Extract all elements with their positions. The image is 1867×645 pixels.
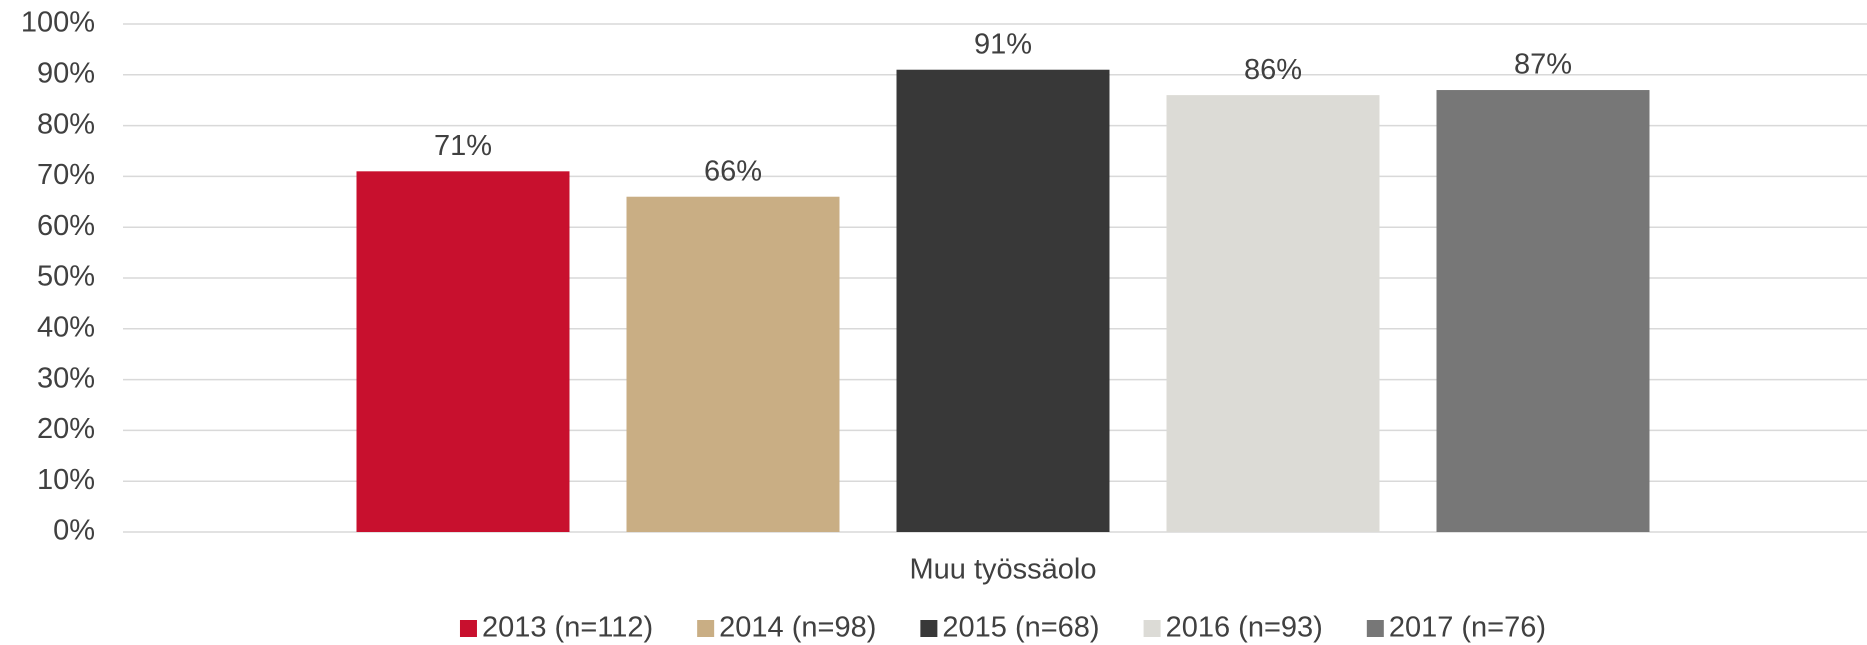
legend-label: 2015 (n=68) [942, 612, 1099, 644]
y-tick-label: 50% [37, 261, 95, 293]
y-tick-label: 30% [37, 362, 95, 394]
legend-label: 2013 (n=112) [482, 612, 653, 644]
legend-swatch [1143, 620, 1161, 637]
bar [626, 196, 840, 532]
y-tick-label: 100% [21, 7, 95, 39]
legend-label: 2014 (n=98) [719, 612, 876, 644]
legend-swatch [1366, 620, 1384, 637]
x-tick-label: Muu työssäolo [910, 554, 1097, 586]
bar [356, 171, 570, 532]
y-tick-label: 10% [37, 464, 95, 496]
y-tick-label: 0% [53, 515, 95, 547]
value-label: 87% [1514, 49, 1572, 81]
value-label: 71% [434, 130, 492, 162]
y-tick-label: 70% [37, 159, 95, 191]
y-tick-label: 40% [37, 311, 95, 343]
legend-label: 2016 (n=93) [1166, 612, 1323, 644]
value-label: 91% [974, 28, 1032, 60]
value-label: 66% [704, 155, 762, 187]
legend-swatch [920, 620, 938, 637]
bar [1166, 95, 1380, 533]
value-label: 86% [1244, 54, 1302, 86]
y-tick-label: 20% [37, 413, 95, 445]
y-tick-label: 60% [37, 210, 95, 242]
bar [896, 69, 1110, 532]
legend-label: 2017 (n=76) [1389, 612, 1546, 644]
legend-swatch [459, 620, 477, 637]
legend-swatch [697, 620, 715, 637]
y-tick-label: 80% [37, 108, 95, 140]
y-tick-label: 90% [37, 57, 95, 89]
bar [1436, 90, 1650, 532]
